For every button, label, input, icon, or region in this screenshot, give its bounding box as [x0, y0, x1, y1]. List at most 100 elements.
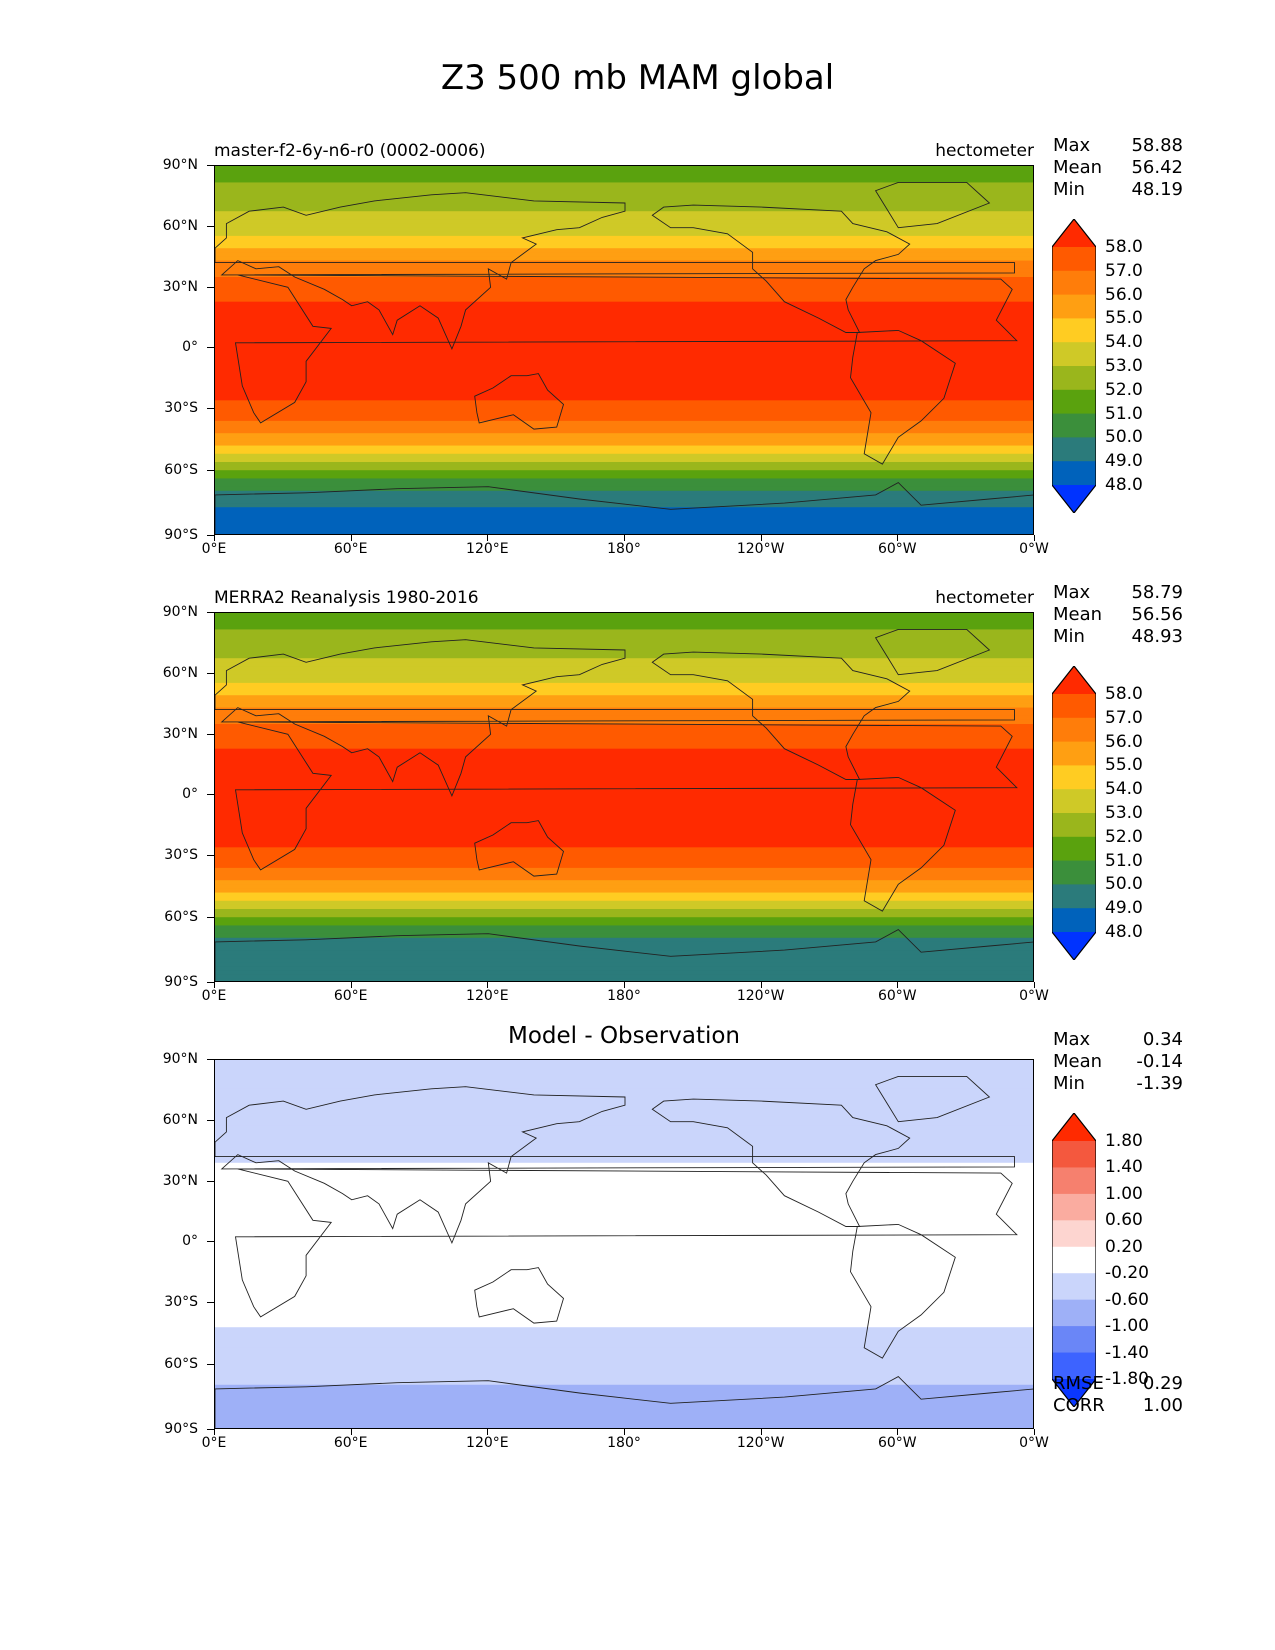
zonal-band [215, 978, 1033, 981]
zonal-band [215, 379, 1033, 385]
zonal-band [215, 1084, 1033, 1090]
zonal-band [215, 1121, 1033, 1127]
colorbar-bin [1052, 741, 1096, 766]
zonal-band [215, 445, 1033, 451]
colorbar-label: 1.40 [1105, 1157, 1143, 1178]
zonal-band [215, 449, 1033, 455]
zonal-band [215, 1092, 1033, 1098]
zonal-band [215, 715, 1033, 721]
x-tick [624, 982, 625, 988]
zonal-band [215, 954, 1033, 959]
coastline [474, 1267, 565, 1324]
zonal-band [215, 1171, 1033, 1176]
zonal-band [215, 416, 1033, 422]
stat-value: 0.29 [1142, 1373, 1183, 1394]
zonal-band [215, 785, 1033, 791]
x-tick [214, 535, 215, 541]
colorbar-bin [1052, 717, 1096, 743]
zonal-band [215, 1405, 1033, 1411]
zonal-band [215, 1368, 1033, 1374]
colorbar-bin [1052, 1246, 1096, 1274]
zonal-band [215, 851, 1033, 857]
y-tick-label: 90°S [164, 527, 198, 543]
zonal-band [215, 396, 1033, 401]
zonal-band [215, 798, 1033, 803]
zonal-band [215, 1105, 1033, 1110]
y-tick-label: 90°N [162, 1051, 198, 1067]
zonal-band [215, 687, 1033, 692]
y-tick-label: 0° [182, 1233, 198, 1249]
stat-value: -0.14 [1136, 1051, 1183, 1072]
zonal-band [215, 1409, 1033, 1415]
y-tick-label: 30°N [162, 1173, 198, 1189]
zonal-band [215, 867, 1033, 873]
x-tick [897, 1429, 899, 1435]
stat-row: Min -1.39 [1053, 1073, 1183, 1095]
zonal-band [215, 699, 1033, 705]
stat-label: RMSE [1053, 1373, 1104, 1394]
x-tick-label: 180° [607, 1435, 641, 1451]
zonal-band [215, 1331, 1033, 1337]
zonal-band [215, 880, 1033, 885]
x-tick [214, 1429, 215, 1435]
zonal-band [215, 1273, 1033, 1279]
zonal-band [215, 748, 1033, 754]
zonal-band [215, 334, 1033, 340]
zonal-band [215, 946, 1033, 951]
zonal-band [215, 711, 1033, 717]
zonal-band [215, 859, 1033, 865]
x-tick-label: 0°E [201, 541, 227, 557]
x-tick [1034, 535, 1035, 541]
zonal-band [215, 437, 1033, 443]
stat-label: Mean [1053, 1051, 1103, 1072]
x-tick-label: 60°E [333, 1435, 368, 1451]
zonal-band [215, 330, 1033, 336]
zonal-band [215, 342, 1033, 348]
zonal-band [215, 531, 1033, 534]
stat-label: Mean [1053, 157, 1103, 178]
stat-label: Max [1053, 582, 1091, 603]
x-tick-label: 60°W [877, 541, 917, 557]
y-tick [207, 226, 214, 227]
error-stats: RMSE 0.29 CORR 1.00 [1053, 1373, 1183, 1417]
zonal-band [215, 958, 1033, 964]
zonal-band [215, 1425, 1033, 1428]
zonal-band [215, 962, 1033, 968]
x-tick-label: 0°W [1019, 541, 1049, 557]
zonal-band [215, 272, 1033, 278]
zonal-band [215, 617, 1033, 622]
zonal-band [215, 761, 1033, 766]
zonal-band [215, 371, 1033, 377]
zonal-band [215, 933, 1033, 939]
colorbar-label: 0.60 [1105, 1210, 1143, 1231]
zonal-band [215, 1232, 1033, 1238]
zonal-band [215, 777, 1033, 783]
colorbar-label: 50.0 [1105, 427, 1143, 448]
zonal-band [215, 297, 1033, 303]
stat-row: Mean 56.56 [1053, 604, 1183, 626]
zonal-band [215, 1253, 1033, 1258]
zonal-band [215, 789, 1033, 795]
zonal-band [215, 1360, 1033, 1365]
y-tick-label: 30°N [162, 726, 198, 742]
y-tick [207, 1302, 214, 1303]
zonal-band [215, 252, 1033, 258]
colorbar-label: 58.0 [1105, 237, 1143, 257]
zonal-band [215, 744, 1033, 750]
x-tick [897, 535, 899, 541]
colorbar-bin [1052, 1193, 1096, 1221]
coastline [215, 639, 1015, 798]
colorbar-bin [1052, 813, 1096, 838]
zonal-band [215, 482, 1033, 488]
zonal-band [215, 818, 1033, 824]
zonal-band [215, 170, 1033, 175]
zonal-band [215, 515, 1033, 521]
zonal-band [215, 1150, 1033, 1156]
stat-value: 48.19 [1131, 179, 1183, 200]
colorbar-bin [1052, 666, 1096, 694]
zonal-band [215, 1240, 1033, 1246]
zonal-band [215, 478, 1033, 484]
y-tick-label: 60°N [162, 218, 198, 234]
x-tick [897, 982, 899, 988]
zonal-band [215, 966, 1033, 972]
